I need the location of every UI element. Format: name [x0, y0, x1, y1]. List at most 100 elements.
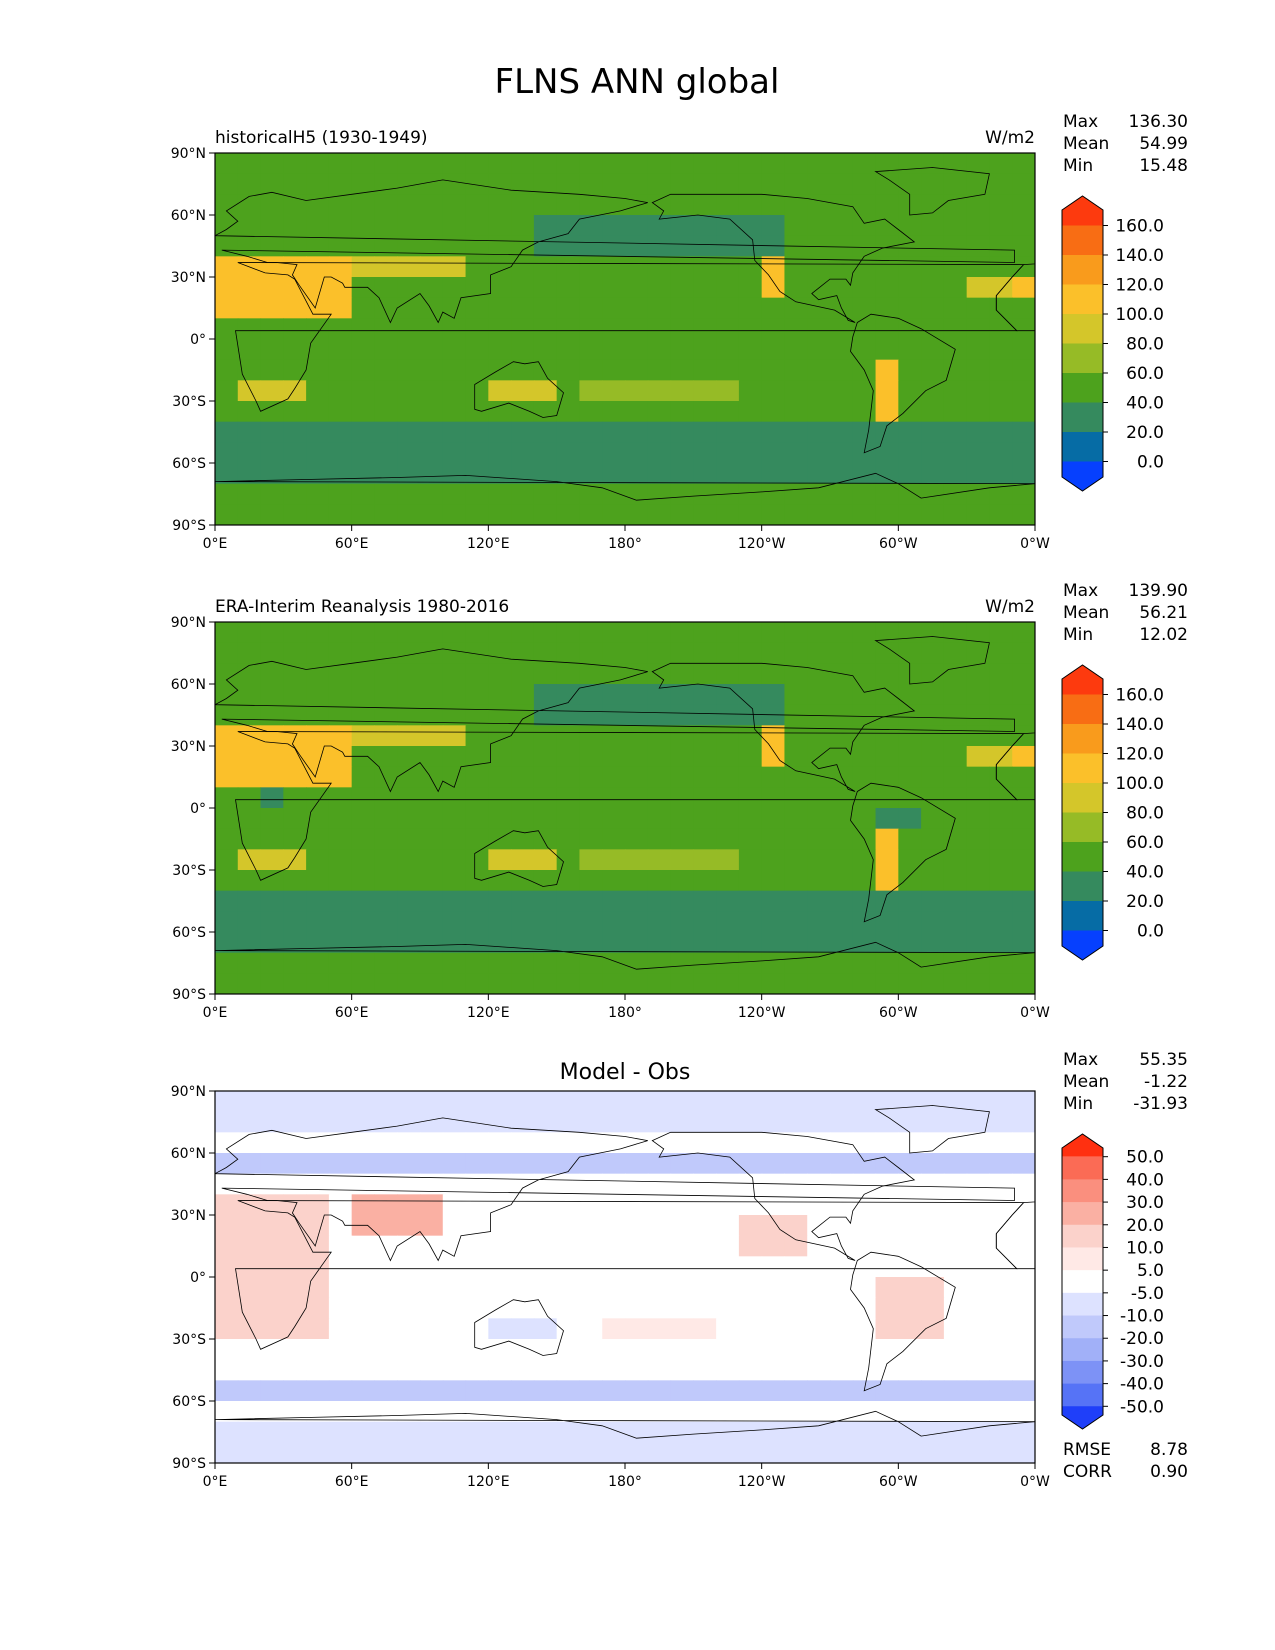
colorbar-swatch — [1062, 1202, 1103, 1226]
panel-title: Model - Obs — [560, 1060, 691, 1085]
coastline-samerica — [850, 1251, 956, 1392]
colorbar: 160.0 140.0 120.0 100.0 80.0 60.0 40.0 20.0 0.0 — [1061, 195, 1164, 492]
colorbar-label: 100.0 — [1115, 774, 1164, 794]
panel-units: W/m2 — [985, 597, 1035, 617]
lat-tick-label: 0° — [190, 801, 206, 817]
stat-label: Min — [1063, 625, 1093, 645]
colorbar: 160.0 140.0 120.0 100.0 80.0 60.0 40.0 20.0 0.0 — [1061, 664, 1164, 961]
colorbar-swatch — [1062, 196, 1103, 226]
colorbar-swatch — [1062, 1156, 1103, 1180]
lon-tick-label: 0°E — [203, 1474, 228, 1490]
metric-value: 8.78 — [1150, 1440, 1188, 1460]
lon-tick-label: 60°W — [879, 536, 918, 552]
colorbar-label: 80.0 — [1126, 804, 1164, 824]
stat-value: -1.22 — [1144, 1072, 1188, 1092]
colorbar-label: 20.0 — [1126, 423, 1164, 443]
colorbar-label: -30.0 — [1120, 1352, 1164, 1372]
lat-tick-label: 60°N — [171, 677, 206, 693]
colorbar-label: 40.0 — [1126, 863, 1164, 883]
colorbar-outline — [1061, 1133, 1104, 1430]
colorbar-swatch — [1062, 1315, 1103, 1339]
stat-label: Min — [1063, 1094, 1093, 1114]
colorbar-label: -40.0 — [1120, 1375, 1164, 1395]
colorbar-label: 60.0 — [1126, 364, 1164, 384]
coastline-africa — [235, 262, 1025, 412]
metric-label: RMSE — [1063, 1440, 1111, 1460]
stat-label: Max — [1063, 1050, 1098, 1070]
lat-tick-label: 90°S — [172, 987, 206, 1003]
colorbar-swatch — [1062, 901, 1103, 931]
coastline-namerica — [651, 1131, 916, 1261]
colorbar-swatch — [1062, 694, 1103, 725]
colorbar-swatch — [1062, 432, 1103, 462]
colorbar-label: 100.0 — [1115, 305, 1164, 325]
panel-units: W/m2 — [985, 128, 1035, 148]
coastline-samerica — [850, 782, 956, 923]
figure-title: FLNS ANN global — [495, 62, 780, 102]
panel-model: 90°N 60°N 30°N 0° 30°S 60°S 90°S 0°E 60°E 120°E 18… — [171, 112, 1188, 552]
coastline-eurasia — [215, 648, 1015, 793]
colorbar-swatch — [1062, 783, 1103, 813]
colorbar-label: 60.0 — [1126, 833, 1164, 853]
colorbar-swatch — [1062, 1134, 1103, 1157]
lat-tick-label: 90°N — [171, 615, 206, 631]
coastline-antarctica — [215, 1410, 1035, 1439]
stat-label: Max — [1063, 581, 1098, 601]
colorbar-outline — [1061, 664, 1104, 961]
colorbar-swatch — [1062, 461, 1103, 491]
colorbar-swatch — [1062, 842, 1103, 872]
colorbar-label: 120.0 — [1115, 745, 1164, 765]
colorbar-swatch — [1062, 1360, 1103, 1385]
lon-tick-label: 60°W — [879, 1474, 918, 1490]
colorbar: 50.040.0 30.0 20.010.0 5.0 -5.0 -10.0-20.0 -30… — [1061, 1133, 1164, 1430]
colorbar-label: 20.0 — [1126, 1216, 1164, 1236]
lon-tick-label: 180° — [608, 1474, 642, 1490]
colorbar-label: -10.0 — [1120, 1307, 1164, 1327]
lat-tick-label: 0° — [190, 1270, 206, 1286]
colorbar-label: -20.0 — [1120, 1329, 1164, 1349]
colorbar-swatch — [1062, 1224, 1103, 1248]
lon-tick-label: 120°W — [738, 1005, 786, 1021]
colorbar-label: 40.0 — [1126, 394, 1164, 414]
colorbar-swatch — [1062, 1406, 1103, 1429]
colorbar-swatch — [1062, 373, 1103, 403]
lat-tick-label: 60°N — [171, 208, 206, 224]
lon-tick-label: 0°E — [203, 536, 228, 552]
stat-label: Mean — [1063, 1072, 1109, 1092]
colorbar-swatch — [1062, 343, 1103, 374]
lon-tick-label: 60°E — [335, 1474, 369, 1490]
coastline-australia — [474, 361, 564, 418]
colorbar-outline — [1061, 195, 1104, 492]
colorbar-swatch — [1062, 871, 1103, 902]
lon-tick-label: 0°W — [1020, 1005, 1050, 1021]
coastlines — [215, 1105, 1035, 1439]
stat-value: 15.48 — [1139, 156, 1188, 176]
colorbar-swatch — [1062, 225, 1103, 256]
lon-tick-label: 120°E — [467, 1005, 510, 1021]
lat-tick-label: 60°S — [172, 925, 206, 941]
colorbar-swatch — [1062, 724, 1103, 754]
colorbar-label: 50.0 — [1126, 1148, 1164, 1168]
coastline-samerica — [850, 313, 956, 454]
colorbar-label: 160.0 — [1115, 686, 1164, 706]
coastline-antarctica — [215, 472, 1035, 501]
stat-label: Max — [1063, 112, 1098, 132]
colorbar-swatch — [1062, 402, 1103, 433]
lon-tick-label: 0°W — [1020, 1474, 1050, 1490]
colorbar-swatch — [1062, 930, 1103, 960]
panel-obs: 90°N 60°N 30°N 0° 30°S 60°S 90°S 0°E 60°E 120°E 18… — [171, 581, 1188, 1021]
coastline-namerica — [651, 193, 916, 323]
lon-tick-label: 60°E — [335, 536, 369, 552]
lat-tick-label: 30°S — [172, 394, 206, 410]
lon-tick-label: 0°E — [203, 1005, 228, 1021]
coastline-antarctica — [215, 941, 1035, 970]
coastline-australia — [474, 1299, 564, 1356]
stat-value: 55.35 — [1139, 1050, 1188, 1070]
colorbar-swatch — [1062, 753, 1103, 784]
colorbar-swatch — [1062, 255, 1103, 285]
stat-value: 56.21 — [1139, 603, 1188, 623]
colorbar-label: 0.0 — [1137, 453, 1164, 473]
colorbar-swatch — [1062, 1383, 1103, 1407]
colorbar-swatch — [1062, 665, 1103, 695]
